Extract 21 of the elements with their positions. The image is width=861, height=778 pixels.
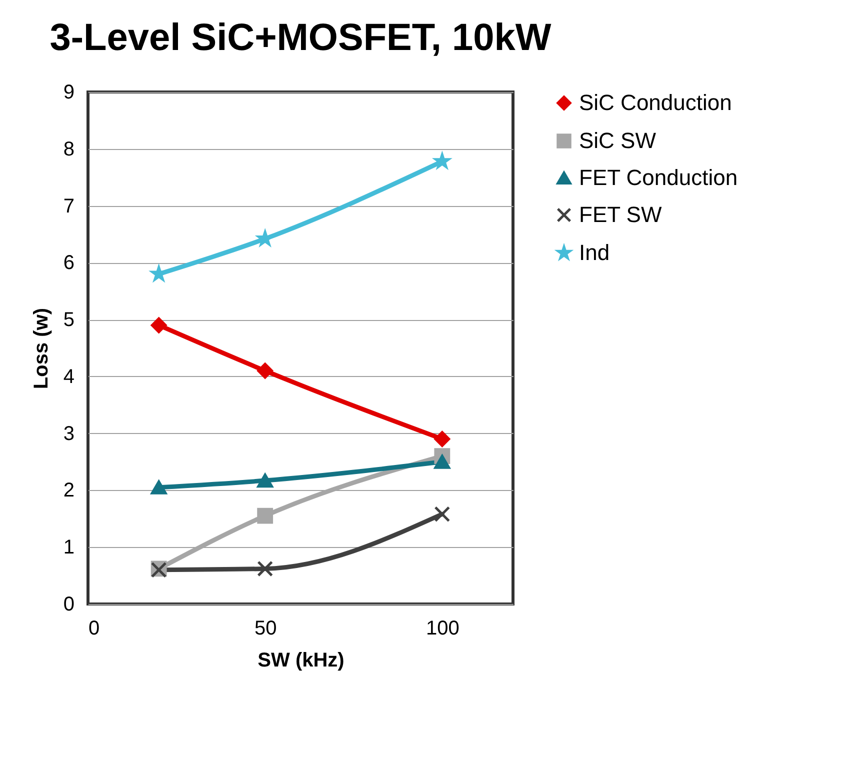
chart-title: 3-Level SiC+MOSFET, 10kW — [50, 17, 552, 59]
y-tick-label: 7 — [63, 195, 74, 218]
y-tick-label: 2 — [63, 480, 74, 502]
y-tick-label: 9 — [63, 82, 74, 104]
y-tick-label: 4 — [63, 366, 74, 388]
y-tick-label: 3 — [63, 422, 74, 445]
y-tick-label: 6 — [63, 252, 74, 274]
legend-label: SiC Conduction — [579, 90, 732, 115]
x-tick-label: 50 — [254, 618, 277, 640]
legend-label: FET Conduction — [579, 165, 738, 190]
legend-label: FET SW — [579, 202, 662, 227]
y-tick-label: 5 — [63, 309, 74, 332]
legend-label: Ind — [579, 240, 610, 265]
x-axis-title: SW (kHz) — [258, 650, 344, 672]
x-tick-label: 100 — [426, 618, 460, 640]
y-tick-label: 8 — [63, 138, 74, 160]
legend-label: SiC SW — [579, 128, 656, 153]
y-tick-label: 0 — [63, 594, 74, 616]
y-axis-title: Loss (w) — [30, 308, 52, 390]
x-tick-label: 0 — [88, 618, 100, 640]
y-tick-label: 1 — [63, 536, 74, 559]
